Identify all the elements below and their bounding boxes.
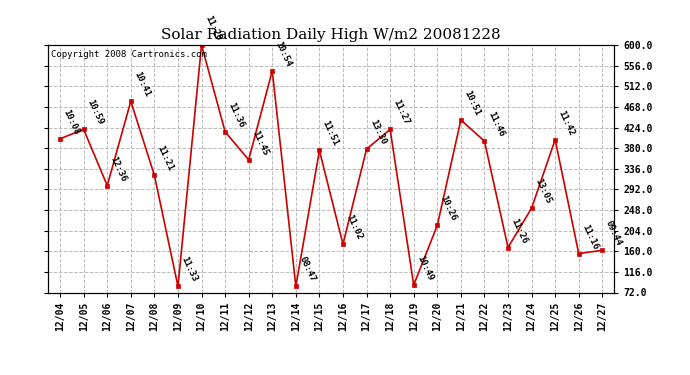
Text: 11:26: 11:26: [509, 216, 529, 245]
Text: 10:49: 10:49: [415, 254, 435, 282]
Text: 11:45: 11:45: [250, 129, 270, 157]
Text: 09:44: 09:44: [604, 219, 623, 248]
Text: 11:02: 11:02: [344, 213, 364, 242]
Text: 10:51: 10:51: [462, 89, 482, 117]
Text: 12:36: 12:36: [108, 154, 128, 183]
Text: 08:47: 08:47: [297, 255, 317, 284]
Text: 11:16: 11:16: [580, 223, 600, 251]
Text: 11:36: 11:36: [226, 101, 246, 129]
Text: 11:21: 11:21: [156, 144, 175, 172]
Text: 10:08: 10:08: [61, 108, 81, 136]
Text: 11:20: 11:20: [203, 14, 222, 42]
Text: Copyright 2008 Cartronics.com: Copyright 2008 Cartronics.com: [51, 50, 207, 59]
Text: 10:41: 10:41: [132, 70, 152, 99]
Text: 11:42: 11:42: [557, 109, 576, 137]
Text: 11:46: 11:46: [486, 110, 505, 138]
Title: Solar Radiation Daily High W/m2 20081228: Solar Radiation Daily High W/m2 20081228: [161, 28, 501, 42]
Text: 10:59: 10:59: [85, 98, 105, 127]
Text: 13:05: 13:05: [533, 177, 553, 206]
Text: 10:54: 10:54: [274, 40, 293, 68]
Text: 11:33: 11:33: [179, 255, 199, 284]
Text: 13:30: 13:30: [368, 118, 388, 146]
Text: 11:27: 11:27: [391, 98, 411, 127]
Text: 10:26: 10:26: [439, 195, 458, 223]
Text: 11:51: 11:51: [321, 120, 340, 148]
